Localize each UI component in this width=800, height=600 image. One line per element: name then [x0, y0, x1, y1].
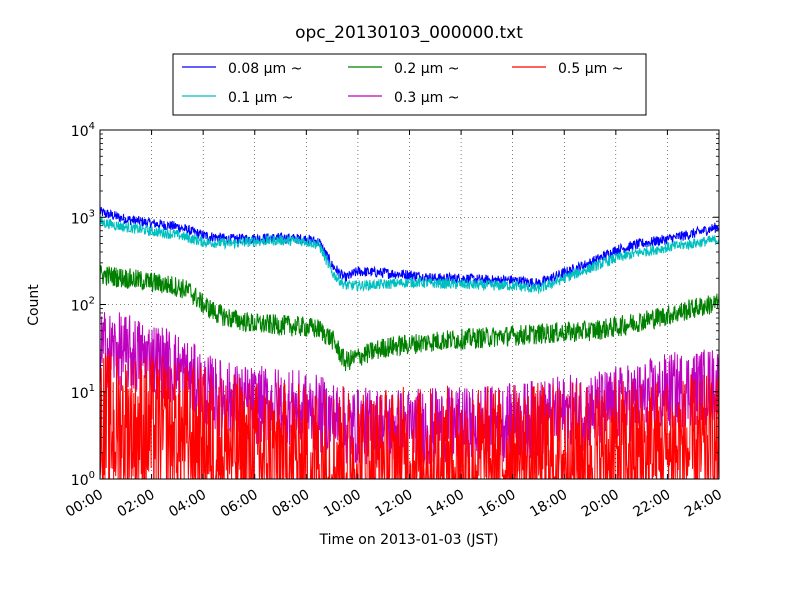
series-lines: [100, 207, 719, 479]
legend-label-1: 0.1 μm ~: [228, 90, 293, 106]
legend-label-0: 0.08 μm ~: [228, 61, 302, 77]
x-tick-label: 08:00: [269, 487, 312, 521]
y-tick-label: 101: [71, 383, 95, 402]
x-tick-label: 04:00: [166, 487, 209, 521]
x-tick-label: 10:00: [321, 487, 364, 521]
x-tick-label: 18:00: [527, 487, 570, 521]
legend-label-2: 0.2 μm ~: [394, 61, 459, 77]
x-tick-label: 02:00: [115, 487, 158, 521]
legend: 0.08 μm ~ 0.2 μm ~ 0.5 μm ~ 0.1 μm ~ 0.3 μm …: [172, 53, 647, 116]
series-line-3: [100, 312, 719, 466]
x-tick-label: 22:00: [630, 487, 673, 521]
legend-box: [172, 53, 647, 116]
legend-label-3: 0.3 μm ~: [394, 90, 459, 106]
y-tick-label: 103: [71, 208, 95, 227]
x-tick-label: 12:00: [373, 487, 416, 521]
y-tick-label: 100: [71, 470, 95, 489]
y-axis-label: Count: [26, 284, 42, 326]
x-tick-label: 06:00: [218, 487, 261, 521]
x-axis-label: Time on 2013-01-03 (JST): [319, 532, 499, 548]
legend-label-4: 0.5 μm ~: [558, 61, 623, 77]
x-tick-label: 00:00: [63, 487, 106, 521]
series-line-1: [100, 217, 719, 294]
x-tick-label: 20:00: [579, 487, 622, 521]
chart-title: opc_20130103_000000.txt: [295, 23, 523, 43]
x-tick-label: 16:00: [476, 487, 519, 521]
y-tick-label: 104: [71, 121, 95, 140]
series-line-4: [100, 350, 719, 479]
series-line-2: [100, 264, 719, 372]
series-line-0: [100, 207, 719, 289]
x-tick-label: 14:00: [424, 487, 467, 521]
y-tick-label: 102: [71, 296, 95, 315]
x-tick-label: 24:00: [682, 487, 725, 521]
